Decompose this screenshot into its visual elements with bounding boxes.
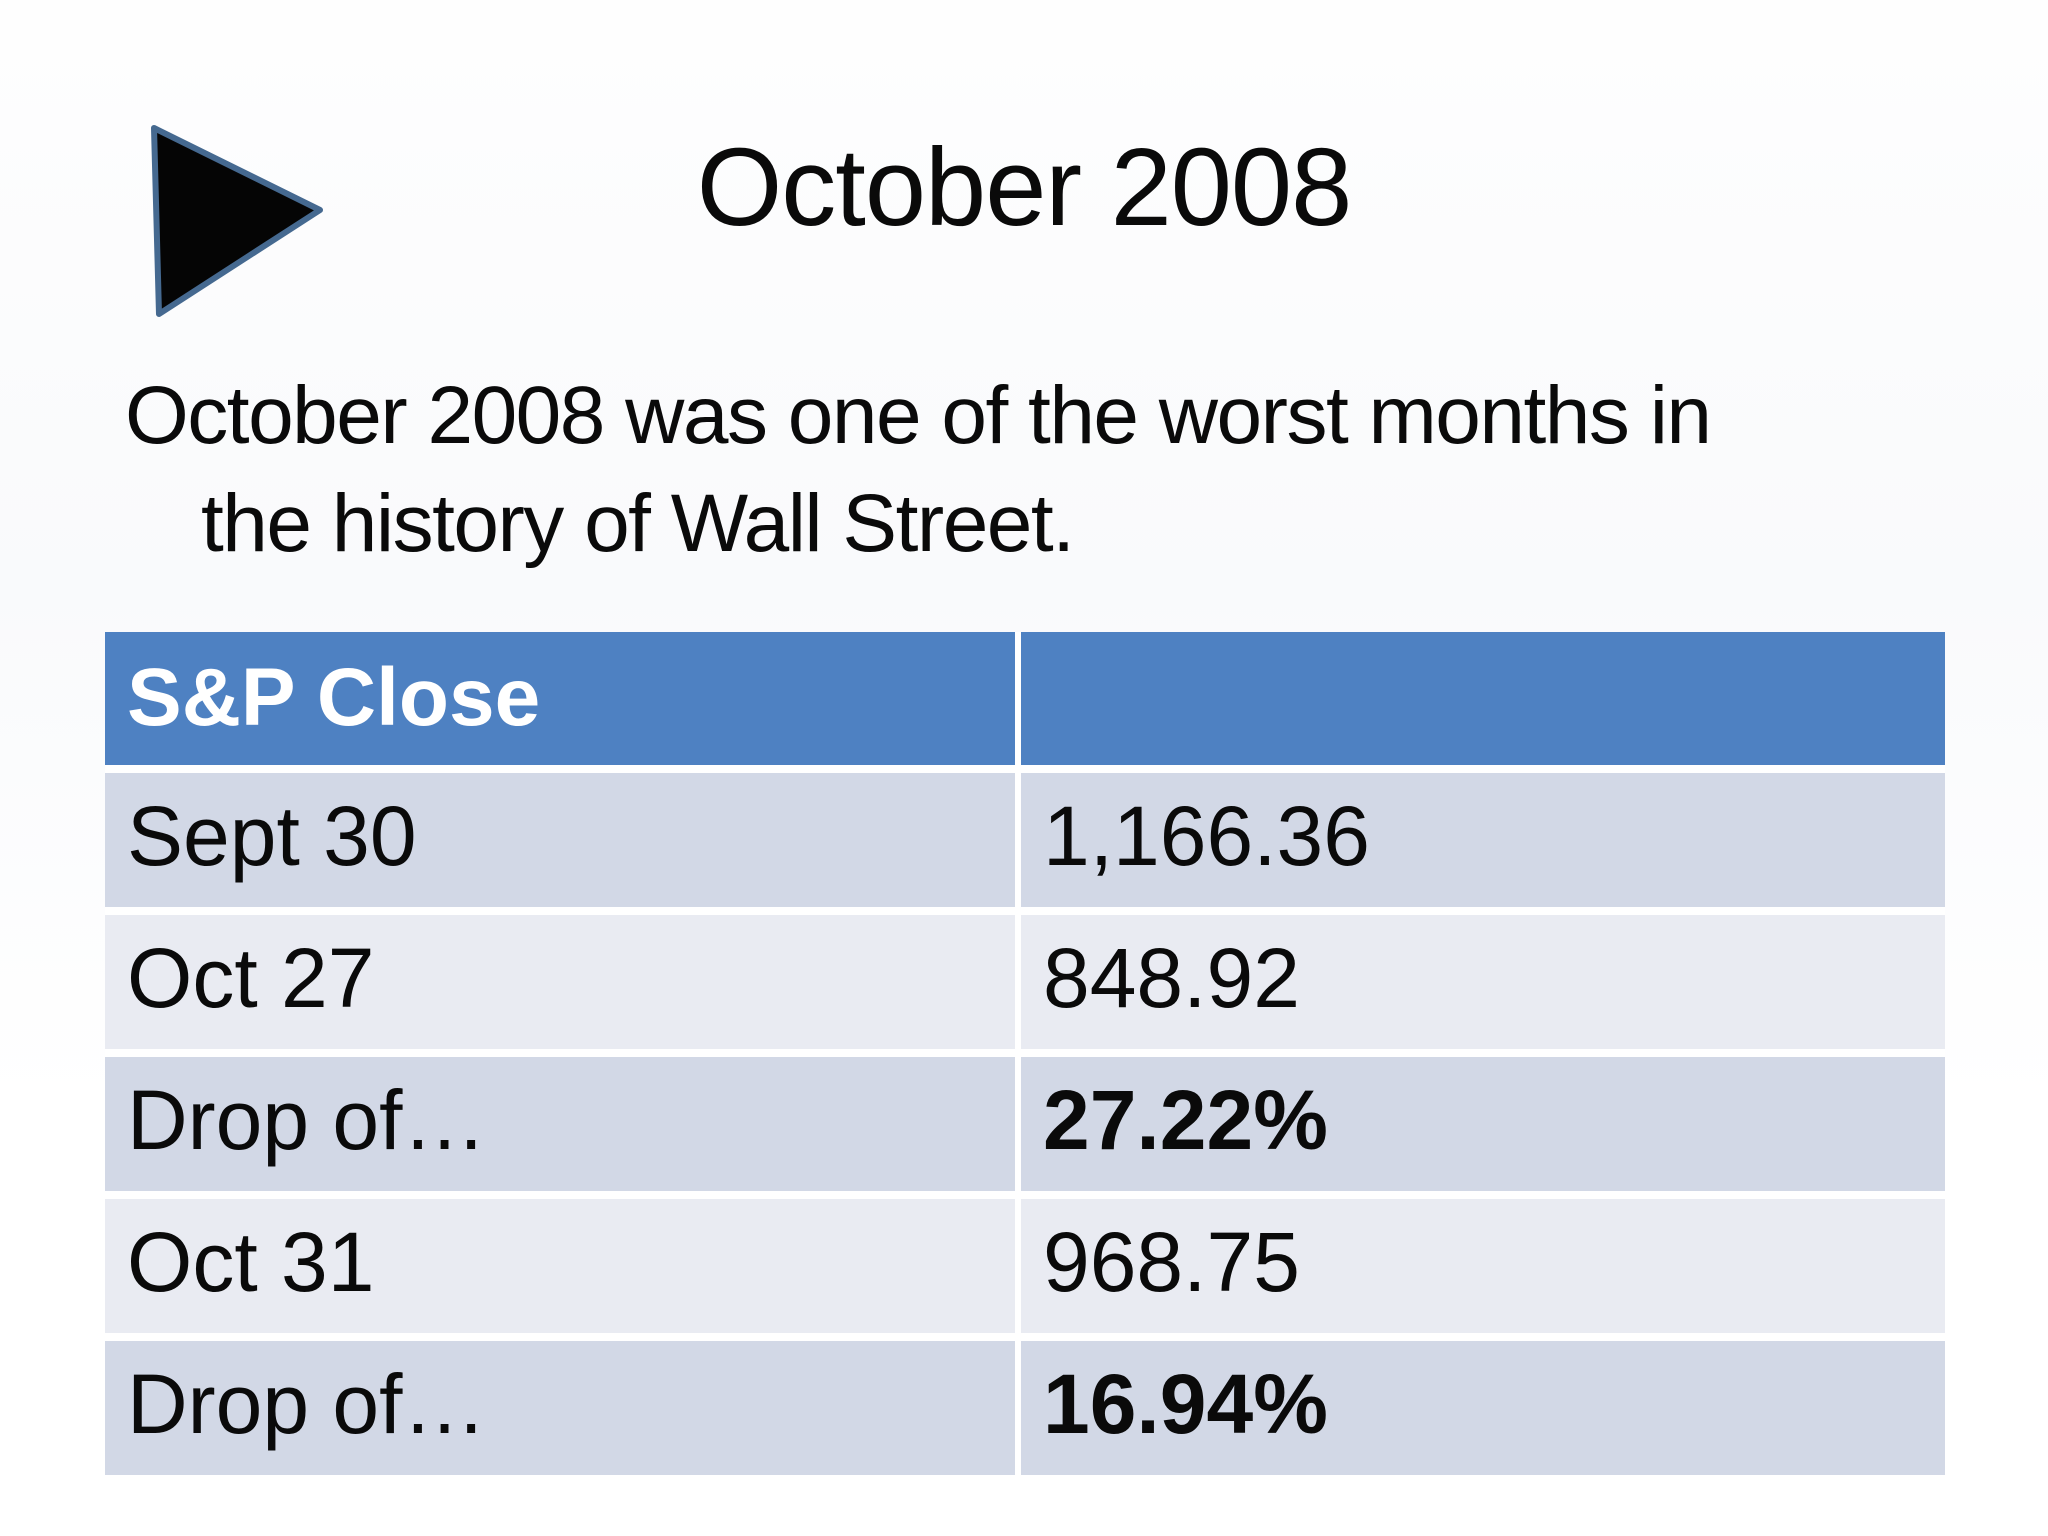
body-line-1: October 2008 was one of the worst months… [125, 370, 1712, 461]
triangle-icon [151, 125, 323, 317]
table-row-value: 848.92 [1021, 915, 1945, 1049]
table-header-value [1021, 632, 1945, 765]
table-row-label: Oct 27 [105, 915, 1015, 1049]
table-row-value: 16.94% [1021, 1341, 1945, 1475]
table-row-label: Sept 30 [105, 773, 1015, 907]
table-row-value: 27.22% [1021, 1057, 1945, 1191]
table-header-label: S&P Close [105, 632, 1015, 765]
table-row-value: 968.75 [1021, 1199, 1945, 1333]
table-row-value: 1,166.36 [1021, 773, 1945, 907]
table-row-label: Drop of… [105, 1341, 1015, 1475]
slide-title: October 2008 [696, 126, 1353, 249]
body-line-2: the history of Wall Street. [201, 478, 1075, 570]
table-row-label: Drop of… [105, 1057, 1015, 1191]
sp-close-table: S&P Close Sept 30 1,166.36 Oct 27 848.92… [105, 632, 1945, 1475]
table-row-label: Oct 31 [105, 1199, 1015, 1333]
body-paragraph: October 2008 was one of the worst months… [125, 362, 1925, 578]
